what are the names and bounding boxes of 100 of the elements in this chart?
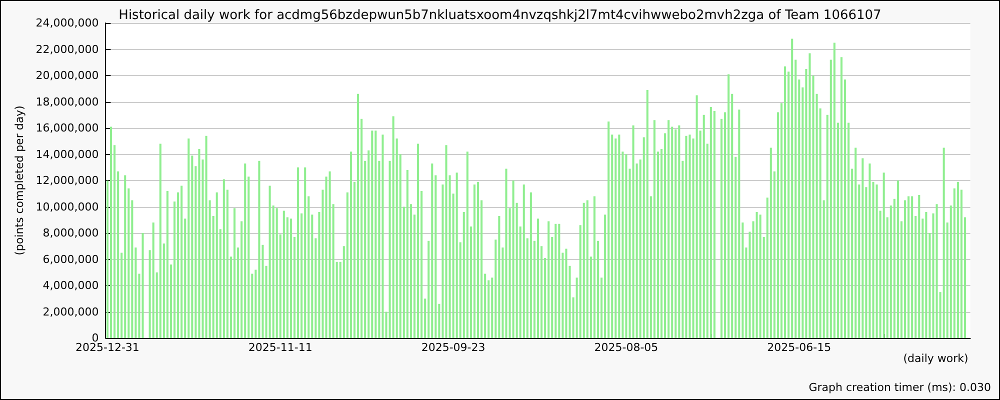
y-tick-label: 16,000,000	[36, 122, 99, 134]
bar	[222, 179, 225, 338]
bar	[244, 163, 246, 338]
bar	[258, 160, 260, 338]
bar	[808, 53, 811, 338]
y-tick-label: 22,000,000	[36, 42, 99, 56]
bar	[759, 214, 762, 338]
bar	[159, 144, 162, 338]
bar	[216, 192, 218, 338]
text: Graph creation timer (ms): 0.030	[808, 381, 992, 394]
bar	[536, 218, 540, 338]
y-tick-label: 4,000,000	[42, 279, 99, 292]
bar	[476, 182, 480, 338]
bar	[713, 110, 716, 338]
bar	[696, 95, 698, 338]
x-tick-label: 2025-11-11	[248, 341, 312, 354]
bar	[784, 66, 786, 338]
bar	[710, 107, 712, 338]
bar	[522, 184, 525, 338]
y-tick-label: 14,000,000	[36, 148, 99, 161]
bar	[942, 148, 945, 338]
x-tick-label: 2025-08-05	[594, 341, 658, 354]
bar	[205, 136, 208, 338]
bar	[406, 170, 408, 338]
bar	[456, 172, 458, 338]
bar	[925, 212, 928, 338]
bar	[505, 168, 508, 338]
bar	[586, 200, 588, 338]
bar	[840, 57, 843, 338]
bar	[770, 148, 772, 338]
bar	[896, 180, 899, 338]
bar	[756, 212, 758, 338]
bar	[618, 134, 620, 338]
bar	[674, 129, 677, 338]
bar	[702, 114, 705, 338]
y-tick-label: 10,000,000	[36, 200, 99, 214]
y-tick-label: 24,000,000	[36, 16, 99, 30]
bar	[188, 138, 190, 338]
bar	[304, 167, 306, 338]
bar	[918, 194, 920, 338]
x-tick-label: 2025-09-23	[421, 341, 486, 354]
y-tick-label: 8,000,000	[42, 226, 99, 240]
bar	[416, 144, 420, 338]
bar	[282, 210, 285, 338]
bar	[911, 196, 914, 338]
bar	[653, 120, 656, 338]
bar	[548, 221, 550, 338]
y-axis-title: (points completed per day)	[12, 106, 26, 256]
bar	[371, 130, 374, 338]
bar	[593, 196, 596, 338]
bar	[868, 163, 871, 338]
bar	[688, 134, 691, 338]
y-tick-label: 6,000,000	[42, 252, 99, 266]
bar	[473, 184, 476, 338]
bar	[862, 158, 864, 338]
bar	[530, 192, 532, 338]
bar	[431, 163, 434, 338]
bar	[357, 94, 360, 338]
bar	[632, 125, 634, 338]
bar	[558, 224, 560, 338]
bar	[392, 116, 394, 338]
bar	[882, 172, 885, 338]
bar	[180, 186, 183, 338]
bar	[876, 184, 878, 338]
bar	[554, 224, 557, 338]
bar	[297, 167, 300, 338]
bar	[678, 125, 680, 338]
bar	[374, 130, 377, 338]
bar	[833, 42, 836, 338]
bar	[904, 200, 906, 338]
bar	[936, 204, 938, 338]
bar	[668, 120, 670, 338]
bar	[166, 191, 168, 338]
bar	[233, 208, 236, 338]
bar	[198, 149, 200, 338]
x-axis-title: (daily work)	[903, 352, 968, 365]
x-tick-label: 2025-06-15	[767, 341, 832, 354]
bar	[646, 90, 648, 338]
bar	[350, 152, 352, 338]
bar	[685, 136, 688, 338]
bar	[565, 248, 568, 338]
y-tick-label: 2,000,000	[42, 305, 99, 318]
bar	[466, 152, 468, 338]
x-tick-label: 2025-12-31	[75, 341, 140, 354]
bar	[608, 121, 610, 338]
bar	[728, 74, 730, 338]
bar	[614, 138, 617, 338]
bar	[445, 145, 448, 338]
bar	[956, 182, 959, 338]
bar	[124, 175, 126, 338]
bar	[142, 233, 144, 338]
bar	[498, 216, 500, 338]
bar	[791, 38, 794, 338]
y-tick-label: 18,000,000	[36, 95, 99, 108]
y-tick-label: 20,000,000	[36, 69, 99, 82]
bar	[328, 171, 331, 338]
bar	[268, 186, 271, 338]
bar	[854, 148, 857, 338]
bar	[738, 110, 740, 338]
bar	[290, 218, 292, 338]
